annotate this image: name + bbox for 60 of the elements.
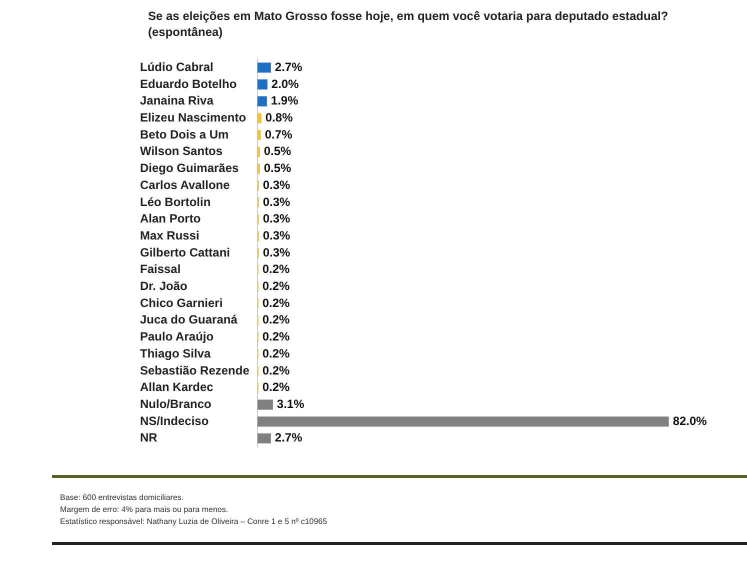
y-tick-label: Allan Kardec bbox=[140, 380, 214, 394]
data-label: 0.3% bbox=[262, 212, 291, 226]
data-label: 0.2% bbox=[262, 363, 290, 378]
bar bbox=[257, 79, 268, 90]
data-label: 0.3% bbox=[262, 178, 291, 192]
data-label: 0.2% bbox=[262, 279, 290, 294]
bar bbox=[257, 146, 260, 157]
y-tick-label: Sebastião Rezende bbox=[140, 363, 250, 378]
data-label: 0.3% bbox=[262, 245, 291, 260]
y-tick-label: Paulo Araújo bbox=[140, 330, 214, 344]
bar bbox=[257, 416, 669, 427]
data-label: 0.2% bbox=[262, 262, 290, 276]
text: Base: 600 entrevistas domiciliares. bbox=[60, 492, 185, 504]
y-tick-label: Eduardo Botelho bbox=[140, 76, 237, 91]
y-tick-label: Max Russi bbox=[140, 228, 200, 242]
bar bbox=[257, 164, 260, 174]
text: Estatístico responsável: Nathany Luzia de Oliveira – Conre 1 e 5 nº c10965 bbox=[60, 516, 328, 528]
y-tick-label: Janaina Riva bbox=[140, 94, 214, 108]
y-tick-label: Dr. João bbox=[140, 279, 188, 294]
bar bbox=[257, 62, 271, 73]
data-label: 0.2% bbox=[262, 330, 290, 344]
y-tick-label: Carlos Avallone bbox=[140, 178, 230, 192]
y-tick-label: Diego Guimarães bbox=[140, 161, 240, 176]
y-tick-label: Léo Bortolin bbox=[140, 194, 211, 209]
y-tick-label: Gilberto Cattani bbox=[140, 245, 230, 260]
bar bbox=[257, 130, 261, 140]
data-label: 0.2% bbox=[262, 346, 290, 360]
bar bbox=[257, 433, 271, 444]
data-label: 2.0% bbox=[271, 76, 300, 91]
data-label: 0.8% bbox=[265, 110, 294, 124]
y-tick-label: Beto Dois a Um bbox=[140, 127, 229, 142]
chart-title: Se as eleições em Mato Grosso fosse hoje, em quem você votaria para deputado estadual? (espontânea) bbox=[148, 8, 670, 40]
y-tick-label: Elizeu Nascimento bbox=[140, 110, 246, 124]
data-label: 0.3% bbox=[262, 194, 291, 209]
data-label: 0.5% bbox=[264, 161, 292, 176]
y-tick-label: Lúdio Cabral bbox=[140, 60, 214, 74]
data-label: 2.7% bbox=[274, 60, 303, 74]
y-tick-label: Chico Garnieri bbox=[140, 296, 223, 310]
y-tick-label: Alan Porto bbox=[140, 212, 201, 226]
text: Margem de erro: 4% para mais ou para menos. bbox=[60, 504, 230, 516]
data-label: 0.2% bbox=[262, 296, 290, 310]
data-label: 0.7% bbox=[264, 127, 293, 142]
data-label: 0.2% bbox=[262, 312, 290, 327]
y-tick-label: NS/Indeciso bbox=[140, 414, 209, 428]
data-label: 1.9% bbox=[270, 94, 299, 108]
y-tick-label: Faissal bbox=[140, 262, 181, 276]
y-tick-label: Thiago Silva bbox=[140, 346, 212, 360]
data-label: 0.2% bbox=[262, 380, 290, 394]
y-tick-label: Nulo/Branco bbox=[140, 396, 212, 411]
bar bbox=[257, 400, 273, 410]
bar bbox=[257, 113, 262, 124]
bar bbox=[257, 96, 267, 106]
data-label: 0.3% bbox=[262, 228, 291, 242]
y-tick-label: Wilson Santos bbox=[140, 144, 223, 158]
data-label: 0.5% bbox=[264, 144, 292, 158]
data-label: 2.7% bbox=[274, 430, 303, 445]
data-label: 82.0% bbox=[672, 414, 708, 428]
data-label: 3.1% bbox=[276, 396, 305, 411]
y-tick-label: Juca do Guaraná bbox=[140, 312, 238, 327]
y-tick-label: NR bbox=[140, 430, 158, 445]
